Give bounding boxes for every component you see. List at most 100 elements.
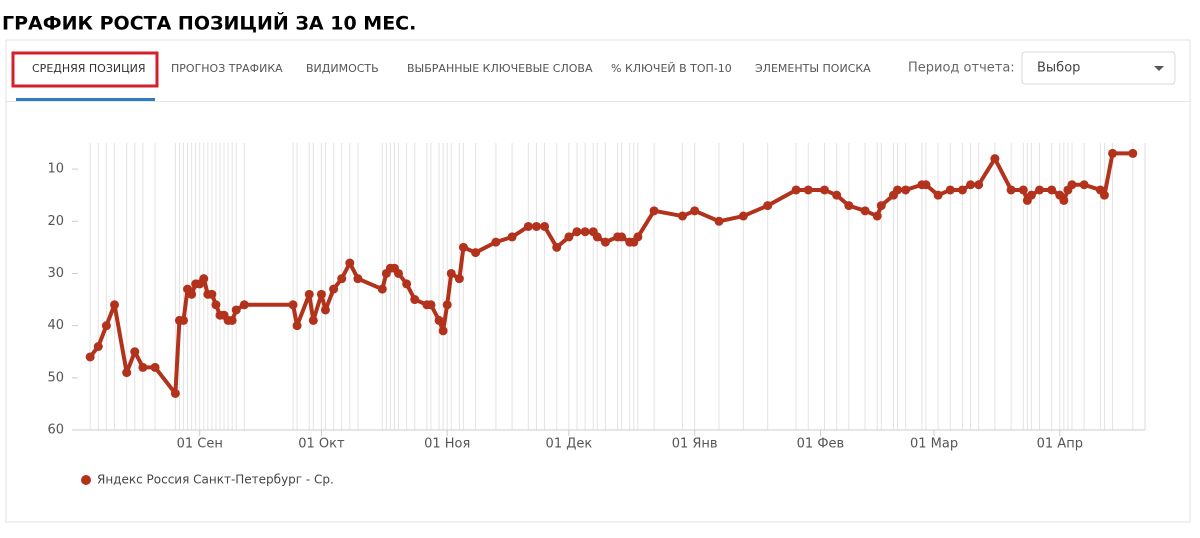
data-point — [832, 190, 842, 200]
data-point — [426, 300, 436, 310]
y-tick-label: 50 — [47, 370, 64, 385]
data-point — [803, 185, 813, 195]
data-point — [990, 154, 1000, 164]
y-tick-label: 20 — [47, 214, 64, 229]
data-point — [714, 216, 724, 226]
data-point — [540, 221, 550, 231]
data-point — [531, 221, 541, 231]
data-point — [957, 185, 967, 195]
x-tick-label: 01 Ноя — [424, 437, 470, 452]
data-point — [85, 352, 95, 362]
data-point — [1026, 190, 1036, 200]
period-dropdown[interactable] — [1021, 51, 1176, 85]
data-point — [1108, 148, 1118, 158]
data-point — [819, 185, 829, 195]
highlight-box — [11, 51, 159, 88]
data-point — [93, 342, 103, 352]
legend-label[interactable]: Яндекс Россия Санкт-Петербург - Ср. — [97, 473, 334, 487]
data-point — [288, 300, 298, 310]
data-point — [150, 362, 160, 372]
data-point — [1006, 185, 1016, 195]
data-point — [337, 274, 347, 284]
x-tick-label: 01 Сен — [177, 437, 223, 452]
tab[interactable]: % КЛЮЧЕЙ В ТОП-10 — [611, 62, 732, 75]
data-point — [580, 227, 590, 237]
data-point — [316, 289, 326, 299]
data-point — [893, 185, 903, 195]
data-point — [763, 201, 773, 211]
data-point — [921, 180, 931, 190]
data-point — [1035, 185, 1045, 195]
tab[interactable]: ВИДИМОСТЬ — [306, 62, 379, 75]
data-point — [122, 368, 132, 378]
data-point — [1018, 185, 1028, 195]
data-point — [187, 289, 197, 299]
data-point — [345, 258, 355, 268]
data-point — [434, 315, 444, 325]
y-tick-label: 10 — [47, 162, 64, 177]
data-point — [138, 362, 148, 372]
data-point — [1079, 180, 1089, 190]
data-point — [110, 300, 120, 310]
x-tick-label: 01 Дек — [546, 437, 593, 452]
data-point — [844, 201, 854, 211]
data-point — [572, 227, 582, 237]
data-point — [677, 211, 687, 221]
data-point — [1047, 185, 1057, 195]
data-point — [231, 305, 241, 315]
data-point — [564, 232, 574, 242]
data-point — [945, 185, 955, 195]
data-point — [876, 201, 886, 211]
tab[interactable]: ВЫБРАННЫЕ КЛЮЧЕВЫЕ СЛОВА — [407, 62, 593, 75]
data-point — [471, 248, 481, 258]
data-point — [394, 268, 404, 278]
data-point — [1099, 190, 1109, 200]
data-point — [600, 237, 610, 247]
data-point — [308, 315, 318, 325]
legend-marker[interactable] — [81, 475, 91, 485]
data-point — [901, 185, 911, 195]
active-tab-underline — [16, 98, 155, 101]
data-point — [446, 268, 456, 278]
page-title: ГРАФИК РОСТА ПОЗИЦИЙ ЗА 10 МЕС. — [2, 12, 416, 35]
x-tick-label: 01 Янв — [672, 437, 718, 452]
data-point — [130, 347, 140, 357]
data-point — [966, 180, 976, 190]
data-point — [1128, 148, 1138, 158]
data-point — [791, 185, 801, 195]
data-point — [458, 242, 468, 252]
data-point — [738, 211, 748, 221]
data-point — [377, 284, 387, 294]
tab[interactable]: ПРОГНОЗ ТРАФИКА — [171, 62, 283, 75]
x-tick-label: 01 Фев — [797, 437, 845, 452]
data-point — [101, 321, 111, 331]
data-point — [170, 388, 180, 398]
data-point — [178, 315, 188, 325]
dropdown-value[interactable]: Выбор — [1037, 61, 1080, 76]
dropdown-caret[interactable] — [1154, 66, 1164, 71]
y-tick-label: 30 — [47, 266, 64, 281]
data-point — [523, 221, 533, 231]
tab[interactable]: ЭЛЕМЕНТЫ ПОИСКА — [755, 62, 871, 75]
data-point — [304, 289, 314, 299]
data-point — [410, 295, 420, 305]
data-point — [239, 300, 249, 310]
data-point — [207, 289, 217, 299]
data-point — [860, 206, 870, 216]
data-point — [649, 206, 659, 216]
period-label: Период отчета: — [908, 61, 1015, 76]
data-point — [507, 232, 517, 242]
data-point — [329, 284, 339, 294]
y-tick-label: 60 — [47, 423, 64, 438]
tab[interactable]: СРЕДНЯЯ ПОЗИЦИЯ — [32, 62, 146, 75]
data-point — [633, 232, 643, 242]
data-point — [320, 305, 330, 315]
data-point — [491, 237, 501, 247]
data-point — [442, 300, 452, 310]
x-tick-label: 01 Окт — [298, 437, 345, 452]
y-tick-label: 40 — [47, 318, 64, 333]
data-point — [292, 321, 302, 331]
data-point — [211, 300, 221, 310]
data-point — [552, 242, 562, 252]
